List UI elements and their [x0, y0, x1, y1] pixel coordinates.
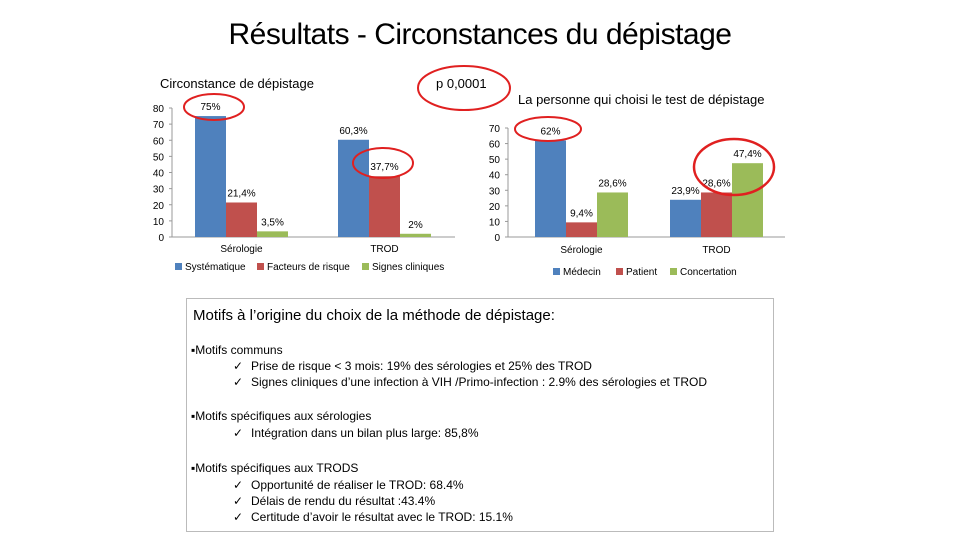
slide-title: Résultats - Circonstances du dépistage — [228, 18, 732, 51]
data-label: 75% — [200, 102, 220, 113]
data-label: 2% — [408, 220, 423, 231]
legend-entry: Patient — [626, 267, 657, 278]
category-label: TROD — [702, 245, 730, 256]
bar — [732, 163, 763, 237]
data-label: 3,5% — [261, 217, 284, 228]
data-label: 23,9% — [671, 186, 699, 197]
bar — [338, 139, 369, 237]
bar — [369, 176, 400, 237]
highlight-ellipse — [417, 65, 511, 111]
legend-swatch — [553, 268, 560, 275]
highlight-ellipse — [692, 137, 776, 197]
highlight-ellipse — [183, 93, 245, 121]
data-label: 37,7% — [370, 162, 398, 173]
category-label: Sérologie — [560, 245, 603, 256]
y-tick-label: 80 — [153, 104, 165, 115]
y-tick-label: 20 — [489, 202, 501, 213]
p-value: p 0,0001 — [436, 76, 487, 91]
y-tick-label: 20 — [153, 201, 165, 212]
y-tick-label: 0 — [494, 233, 500, 244]
data-label: 60,3% — [339, 126, 367, 137]
bar — [257, 231, 288, 237]
data-label: 9,4% — [570, 208, 593, 219]
y-tick-label: 10 — [153, 217, 165, 228]
motifs-box: Motifs à l’origine du choix de la méthod… — [186, 298, 774, 532]
bar — [400, 233, 431, 237]
bar — [566, 222, 597, 237]
legend-swatch — [175, 263, 182, 270]
y-tick-label: 40 — [153, 169, 165, 180]
legend-swatch — [362, 263, 369, 270]
data-label: 28,6% — [702, 178, 730, 189]
legend-swatch — [670, 268, 677, 275]
bar — [670, 199, 701, 237]
legend-entry: Systématique — [185, 262, 246, 273]
data-label: 62% — [540, 126, 560, 137]
y-tick-label: 0 — [158, 233, 164, 244]
bar — [226, 202, 257, 237]
y-tick-label: 30 — [489, 186, 501, 197]
motifs-trods-item: ✓ Délais de rendu du résultat :43.4% — [233, 494, 436, 508]
motifs-trods-label: ▪Motifs spécifiques aux TRODS — [191, 461, 359, 475]
chart1-title: Circonstance de dépistage — [160, 76, 314, 91]
legend-swatch — [257, 263, 264, 270]
motifs-title: Motifs à l’origine du choix de la méthod… — [193, 307, 555, 324]
data-label: 47,4% — [733, 149, 761, 160]
motifs-trods-item: ✓ Certitude d’avoir le résultat avec le T… — [233, 510, 513, 524]
y-tick-label: 30 — [153, 185, 165, 196]
y-tick-label: 70 — [489, 124, 501, 135]
motifs-communs-item: ✓ Prise de risque < 3 mois: 19% des sérol… — [233, 359, 592, 373]
y-tick-label: 50 — [153, 152, 165, 163]
category-label: Sérologie — [220, 244, 263, 255]
highlight-ellipse — [514, 116, 582, 142]
bar — [597, 192, 628, 237]
y-tick-label: 60 — [489, 140, 501, 151]
legend-entry: Concertation — [680, 267, 737, 278]
bar — [535, 140, 566, 237]
highlight-ellipse — [352, 147, 414, 179]
motifs-trods-item: ✓ Opportunité de réaliser le TROD: 68.4% — [233, 478, 464, 492]
chart2-title: La personne qui choisi le test de dépist… — [518, 92, 765, 107]
bar — [195, 116, 226, 237]
motifs-serologies-item: ✓ Intégration dans un bilan plus large: 8… — [233, 426, 479, 440]
charts-canvas: 0 10 20 30 40 50 60 70 80 75% 21,4% 3,5% Sérologie 60… — [153, 65, 785, 278]
y-tick-label: 60 — [153, 136, 165, 147]
motifs-communs-item: ✓ Signes cliniques d’une infection à VIH … — [233, 375, 708, 389]
legend-entry: Facteurs de risque — [267, 262, 350, 273]
data-label: 28,6% — [598, 178, 626, 189]
bar — [701, 192, 732, 237]
legend-swatch — [616, 268, 623, 275]
y-tick-label: 50 — [489, 155, 501, 166]
data-label: 21,4% — [227, 188, 255, 199]
y-tick-label: 40 — [489, 171, 501, 182]
motifs-communs-label: ▪Motifs communs — [191, 343, 283, 357]
legend-entry: Médecin — [563, 267, 601, 278]
category-label: TROD — [370, 244, 398, 255]
y-tick-label: 10 — [489, 217, 501, 228]
motifs-serologies-label: ▪Motifs spécifiques aux sérologies — [191, 409, 372, 423]
legend-entry: Signes cliniques — [372, 262, 444, 273]
y-tick-label: 70 — [153, 120, 165, 131]
